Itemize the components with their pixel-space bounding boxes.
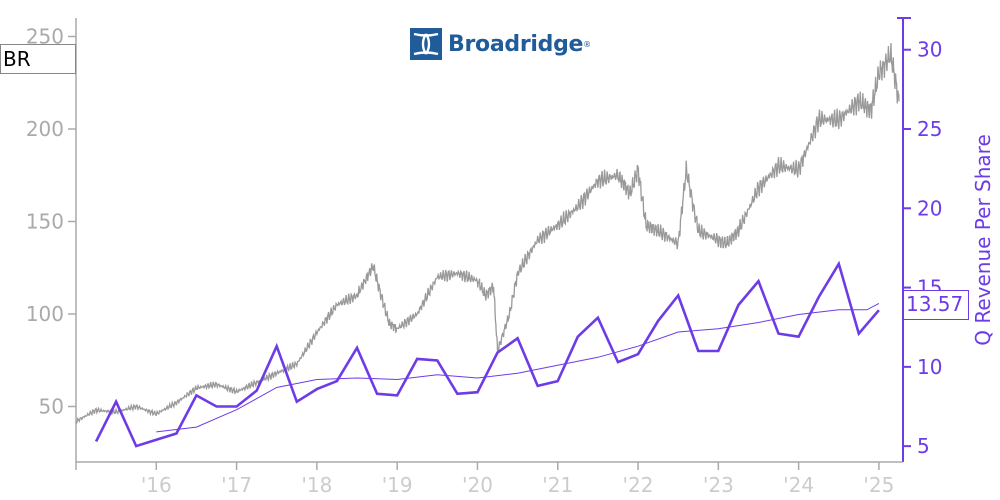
- revenue-moving-average-line: [156, 302, 880, 433]
- broadridge-logo-text: Broadridge: [448, 31, 584, 57]
- right-axis-tick-label: 30: [917, 38, 942, 62]
- left-axis-tick-label: 200: [26, 117, 64, 141]
- x-axis-tick-label: '19: [382, 473, 413, 497]
- x-axis-tick-label: '17: [221, 473, 252, 497]
- x-axis-tick-label: '20: [462, 473, 493, 497]
- x-axis-tick-label: '23: [703, 473, 734, 497]
- x-axis-tick-label: '22: [623, 473, 654, 497]
- revenue-series-line: [94, 260, 880, 448]
- x-axis-tick-label: '24: [783, 473, 814, 497]
- broadridge-logo-icon: [410, 28, 442, 60]
- x-axis-tick-label: '16: [141, 473, 172, 497]
- left-axis-tick-label: 50: [39, 395, 64, 419]
- x-axis-tick-label: '18: [301, 473, 332, 497]
- left-axis-tick-label: 150: [26, 210, 64, 234]
- right-axis-label: Q Revenue Per Share: [971, 134, 995, 346]
- price-series-line: [75, 43, 900, 425]
- x-axis-tick-label: '25: [863, 473, 894, 497]
- trademark-mark: ®: [583, 39, 592, 49]
- last-value-label: 13.57: [903, 290, 969, 320]
- left-axis-tick-label: 100: [26, 302, 64, 326]
- ticker-input[interactable]: BR: [0, 44, 76, 74]
- right-axis-tick-label: 10: [917, 355, 942, 379]
- right-axis-tick-label: 20: [917, 196, 942, 220]
- right-axis-tick-label: 25: [917, 117, 942, 141]
- broadridge-logo: Broadridge ®: [410, 28, 591, 60]
- right-axis-tick-label: 5: [917, 434, 930, 458]
- series-layer: [75, 43, 900, 448]
- x-axis-tick-label: '21: [542, 473, 573, 497]
